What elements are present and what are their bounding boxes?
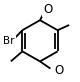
Text: O: O [55,64,64,77]
Text: Br: Br [3,36,15,46]
Text: O: O [43,3,52,16]
